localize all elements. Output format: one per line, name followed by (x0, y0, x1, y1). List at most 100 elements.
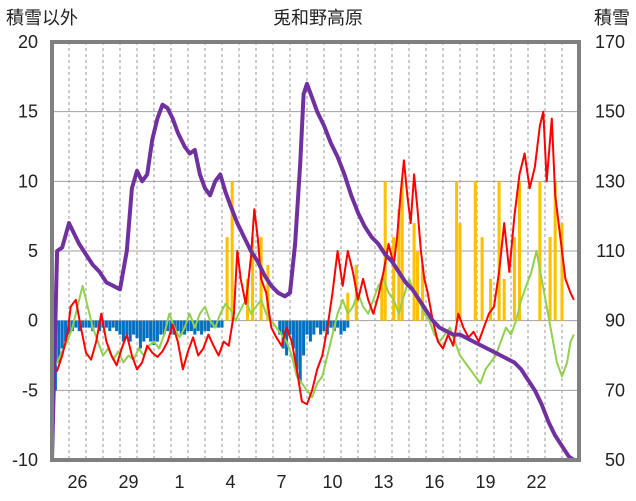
bars (53, 181, 564, 391)
left-tick-label: 10 (18, 171, 38, 191)
right-tick-label: 90 (605, 311, 625, 331)
snow-change-bar (128, 320, 132, 342)
snow-change-bar (111, 320, 115, 328)
precip-bar (225, 237, 229, 321)
precip-bar (502, 278, 506, 321)
precip-bar (512, 237, 516, 321)
x-tick-label: 22 (526, 472, 546, 492)
snow-change-bar (162, 320, 166, 335)
snow-change-bar (288, 320, 292, 335)
x-tick-label: 26 (67, 472, 87, 492)
snow-change-bar (155, 320, 159, 342)
left-tick-label: 0 (28, 311, 38, 331)
snow-change-bar (94, 320, 98, 328)
snow-change-bar (125, 320, 129, 335)
snow-change-bar (87, 320, 91, 328)
precip-bar (560, 223, 564, 321)
snow-change-bar (329, 320, 333, 328)
left-tick-label: 15 (18, 102, 38, 122)
snow-change-bar (149, 320, 153, 342)
precip-bar (245, 278, 250, 321)
snow-change-bar (203, 320, 207, 332)
snow-change-bar (64, 320, 68, 342)
snow-change-bar (179, 320, 183, 335)
lines (50, 81, 576, 462)
plot-frame (50, 40, 581, 462)
snow-change-bar (308, 320, 312, 342)
snow-change-bar (189, 320, 193, 332)
left-tick-label: 20 (18, 32, 38, 52)
x-tick-label: 4 (225, 472, 235, 492)
snow-change-bar (206, 320, 210, 332)
snow-change-bar (118, 320, 122, 335)
snow-change-bar (115, 320, 119, 332)
snow-change-bar (319, 320, 323, 335)
snow-change-bar (196, 320, 200, 332)
snow-change-bar (81, 320, 85, 328)
snow-change-bar (281, 320, 285, 349)
right-tick-label: 70 (605, 380, 625, 400)
snow-change-bar (60, 320, 64, 349)
snow-change-bar (132, 320, 136, 335)
precip-bar (517, 181, 522, 321)
x-tick-label: 10 (322, 472, 342, 492)
x-tick-label: 13 (373, 472, 393, 492)
snow-change-bar (291, 320, 295, 349)
precip-bar (412, 223, 416, 321)
precip-bar (455, 181, 459, 321)
snow-change-bar (298, 320, 302, 384)
left-tick-label: 5 (28, 241, 38, 261)
snow-change-bar (166, 320, 170, 332)
snow-change-bar (135, 320, 139, 339)
x-tick-label: 16 (424, 472, 444, 492)
snow-change-bar (220, 320, 224, 328)
precip-bar (230, 181, 234, 321)
snow-change-bar (104, 320, 108, 328)
precip-bar (415, 251, 420, 321)
snow-change-bar (213, 320, 217, 328)
snow-change-bar (186, 320, 190, 332)
temp-line-red (51, 110, 575, 406)
snow-change-bar (84, 320, 88, 328)
precip-bar (400, 181, 404, 321)
left-tick-label: -5 (22, 380, 38, 400)
snow-change-bar (315, 320, 319, 328)
snow-change-bar (145, 320, 149, 339)
left-tick-label: -10 (12, 450, 38, 470)
precip-bar (473, 181, 477, 321)
snow-change-bar (346, 320, 350, 328)
precip-bar (380, 278, 384, 321)
snow-change-bar (295, 320, 299, 370)
right-tick-label: 150 (595, 102, 625, 122)
snow-change-bar (339, 320, 343, 335)
right-tick-label: 50 (605, 450, 625, 470)
x-tick-label: 29 (118, 472, 138, 492)
x-tick-label: 19 (475, 472, 495, 492)
precip-bar (346, 292, 350, 321)
chart-title: 兎和野高原 (273, 8, 363, 29)
snow-change-bar (57, 320, 61, 363)
snow-change-bar (142, 320, 146, 342)
precip-bar (497, 181, 501, 321)
left-axis-label: 積雪以外 (6, 8, 78, 29)
precip-bar (392, 237, 396, 321)
temp-line-green (51, 250, 575, 399)
snow-change-bar (138, 320, 142, 349)
precip-bar (251, 237, 255, 321)
snow-change-bar (336, 320, 340, 328)
precip-bar (538, 181, 542, 321)
snow-depth-line (50, 81, 576, 462)
snow-change-bar (152, 320, 156, 346)
snow-change-bar (74, 320, 78, 328)
snow-change-bar (217, 320, 221, 328)
snow-change-bar (108, 320, 112, 332)
right-axis-label: 積雪 (594, 8, 630, 29)
precip-bar (397, 209, 401, 321)
precip-bar (421, 264, 425, 321)
precip-bar (266, 264, 270, 321)
precip-bar (548, 237, 552, 321)
snow-change-bar (305, 320, 309, 335)
precip-bar (489, 278, 493, 321)
